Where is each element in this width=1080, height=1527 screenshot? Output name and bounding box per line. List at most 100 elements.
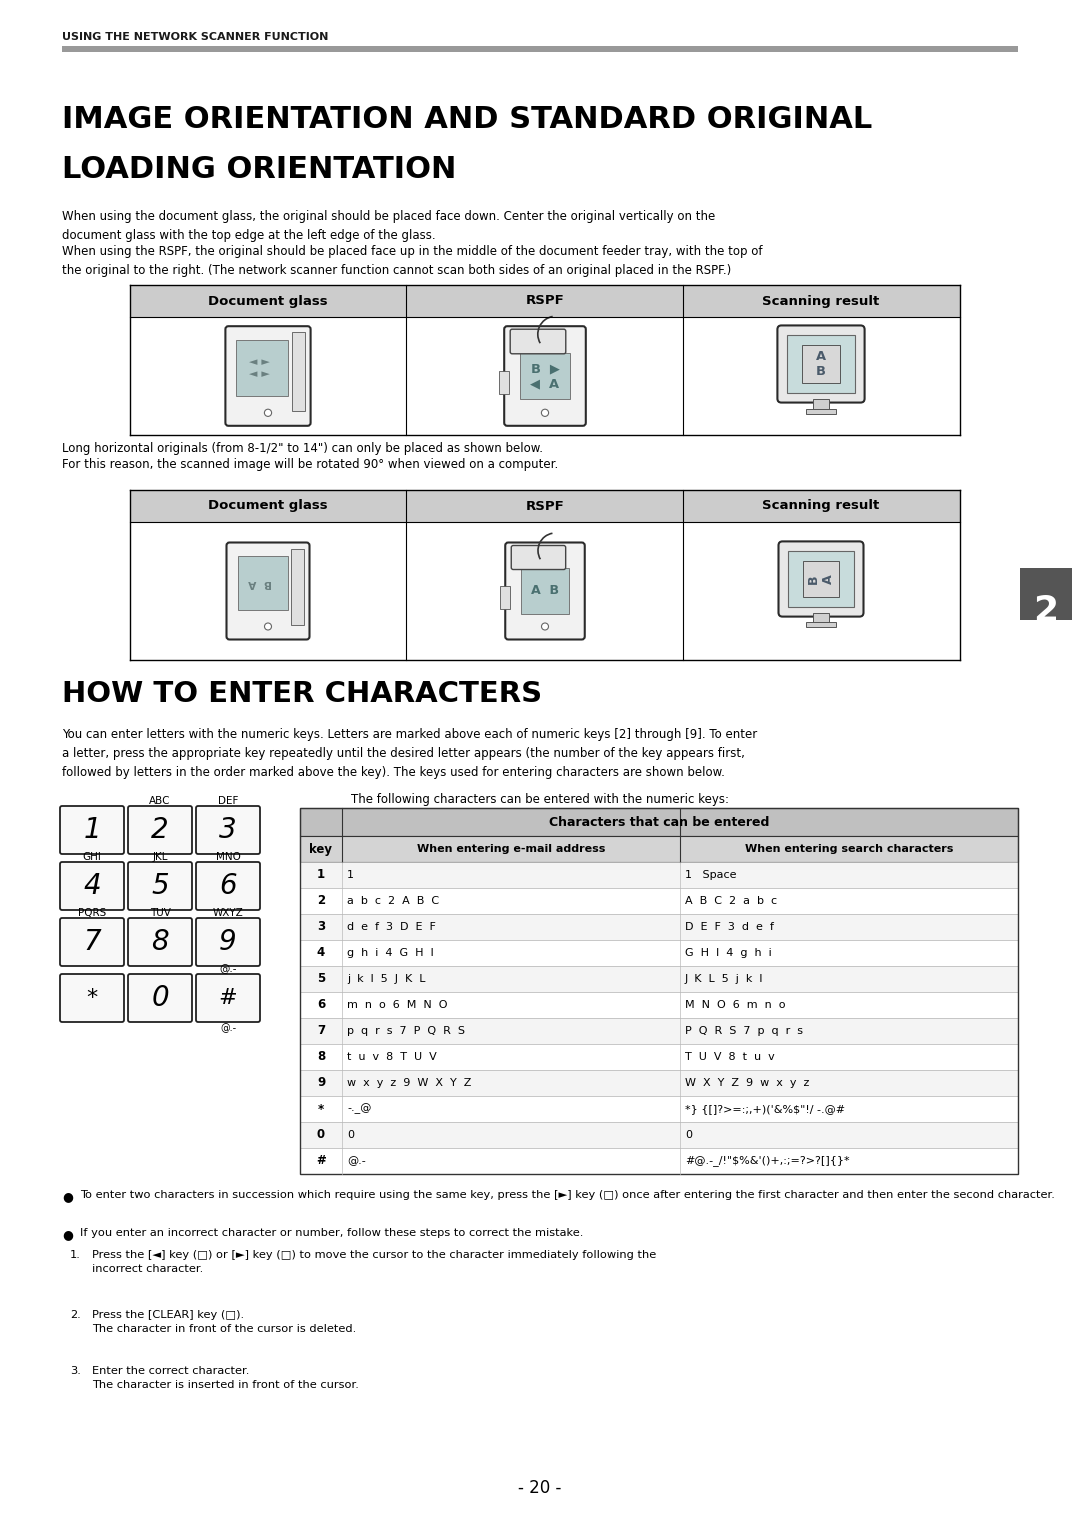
Text: Characters that can be entered: Characters that can be entered bbox=[549, 815, 769, 829]
Text: w  x  y  z  9  W  X  Y  Z: w x y z 9 W X Y Z bbox=[347, 1078, 471, 1089]
Text: *: * bbox=[86, 988, 97, 1008]
FancyBboxPatch shape bbox=[779, 542, 864, 617]
FancyBboxPatch shape bbox=[195, 974, 260, 1022]
Text: -._@: -._@ bbox=[347, 1104, 372, 1115]
Bar bbox=[62, 46, 1018, 52]
FancyBboxPatch shape bbox=[510, 330, 566, 354]
Text: Document glass: Document glass bbox=[208, 499, 328, 513]
Text: B  A: B A bbox=[247, 579, 272, 588]
Text: 3: 3 bbox=[219, 815, 237, 844]
Text: 8: 8 bbox=[316, 1051, 325, 1063]
Text: 1: 1 bbox=[347, 870, 354, 880]
Bar bbox=[300, 1122, 1018, 1148]
Bar bbox=[802, 345, 839, 383]
Text: 0: 0 bbox=[347, 1130, 354, 1141]
Text: 5: 5 bbox=[316, 973, 325, 985]
Text: J  K  L  5  j  k  l: J K L 5 j k l bbox=[685, 974, 764, 983]
FancyBboxPatch shape bbox=[511, 545, 566, 570]
Text: WXYZ: WXYZ bbox=[213, 909, 243, 918]
Text: p  q  r  s  7  P  Q  R  S: p q r s 7 P Q R S bbox=[347, 1026, 465, 1035]
FancyBboxPatch shape bbox=[129, 974, 192, 1022]
Text: 0: 0 bbox=[685, 1130, 692, 1141]
FancyBboxPatch shape bbox=[504, 327, 585, 426]
Text: TUV: TUV bbox=[149, 909, 171, 918]
Bar bbox=[238, 556, 288, 611]
Bar bbox=[300, 941, 1018, 967]
Bar bbox=[130, 490, 960, 522]
Circle shape bbox=[265, 409, 271, 417]
Bar bbox=[300, 1070, 1018, 1096]
Text: PQRS: PQRS bbox=[78, 909, 106, 918]
Text: Press the [◄] key (□) or [►] key (□) to move the cursor to the character immedia: Press the [◄] key (□) or [►] key (□) to … bbox=[92, 1251, 657, 1274]
Bar bbox=[300, 808, 1018, 835]
Text: @.-: @.- bbox=[220, 1023, 237, 1032]
Bar bbox=[237, 341, 288, 395]
Text: W  X  Y  Z  9  w  x  y  z: W X Y Z 9 w x y z bbox=[685, 1078, 809, 1089]
Bar bbox=[806, 409, 836, 414]
Text: d  e  f  3  D  E  F: d e f 3 D E F bbox=[347, 922, 436, 931]
Bar bbox=[300, 808, 1018, 1174]
Text: 1.: 1. bbox=[70, 1251, 81, 1260]
Text: 8: 8 bbox=[151, 928, 168, 956]
Text: #: # bbox=[218, 988, 238, 1008]
Text: D  E  F  3  d  e  f: D E F 3 d e f bbox=[685, 922, 774, 931]
Text: 4: 4 bbox=[83, 872, 100, 899]
Bar bbox=[300, 993, 1018, 1019]
Bar bbox=[522, 568, 569, 614]
Text: ABC: ABC bbox=[149, 796, 171, 806]
Text: B
A: B A bbox=[807, 574, 835, 583]
Text: a  b  c  2  A  B  C: a b c 2 A B C bbox=[347, 896, 440, 906]
Text: When entering search characters: When entering search characters bbox=[745, 844, 954, 854]
Text: JKL: JKL bbox=[152, 852, 167, 863]
Bar bbox=[499, 371, 509, 394]
Bar bbox=[291, 548, 303, 625]
FancyBboxPatch shape bbox=[226, 327, 311, 426]
Text: #: # bbox=[316, 1154, 326, 1168]
Text: MNO: MNO bbox=[216, 852, 241, 863]
Bar bbox=[807, 623, 836, 628]
Text: 0: 0 bbox=[316, 1128, 325, 1142]
Text: GHI: GHI bbox=[82, 852, 102, 863]
Text: m  n  o  6  M  N  O: m n o 6 M N O bbox=[347, 1000, 447, 1009]
Text: key: key bbox=[310, 843, 333, 855]
FancyBboxPatch shape bbox=[60, 806, 124, 854]
Text: When entering e-mail address: When entering e-mail address bbox=[417, 844, 605, 854]
Text: 7: 7 bbox=[83, 928, 100, 956]
FancyBboxPatch shape bbox=[129, 806, 192, 854]
Text: 2: 2 bbox=[316, 895, 325, 907]
Text: When using the RSPF, the original should be placed face up in the middle of the : When using the RSPF, the original should… bbox=[62, 244, 762, 276]
Text: USING THE NETWORK SCANNER FUNCTION: USING THE NETWORK SCANNER FUNCTION bbox=[62, 32, 328, 43]
Text: 2.: 2. bbox=[70, 1310, 81, 1319]
Bar bbox=[813, 612, 828, 623]
Text: Scanning result: Scanning result bbox=[762, 295, 879, 307]
FancyBboxPatch shape bbox=[60, 918, 124, 967]
Text: Press the [CLEAR] key (□).
The character in front of the cursor is deleted.: Press the [CLEAR] key (□). The character… bbox=[92, 1310, 356, 1335]
Text: M  N  O  6  m  n  o: M N O 6 m n o bbox=[685, 1000, 785, 1009]
Text: 4: 4 bbox=[316, 947, 325, 959]
Text: 6: 6 bbox=[219, 872, 237, 899]
Text: 3.: 3. bbox=[70, 1367, 81, 1376]
Text: *: * bbox=[318, 1102, 324, 1116]
FancyBboxPatch shape bbox=[195, 806, 260, 854]
FancyBboxPatch shape bbox=[129, 863, 192, 910]
Text: You can enter letters with the numeric keys. Letters are marked above each of nu: You can enter letters with the numeric k… bbox=[62, 728, 757, 779]
Text: 5: 5 bbox=[151, 872, 168, 899]
Text: 1: 1 bbox=[316, 869, 325, 881]
Text: #@.-_/!"$%&'()+,:;=?>?[]{}*: #@.-_/!"$%&'()+,:;=?>?[]{}* bbox=[685, 1156, 850, 1167]
Text: ●: ● bbox=[62, 1190, 72, 1203]
Bar bbox=[802, 560, 839, 597]
Text: P  Q  R  S  7  p  q  r  s: P Q R S 7 p q r s bbox=[685, 1026, 804, 1035]
Bar bbox=[500, 586, 510, 609]
Text: @.-: @.- bbox=[347, 1156, 366, 1167]
Text: G  H  I  4  g  h  i: G H I 4 g h i bbox=[685, 948, 772, 957]
FancyBboxPatch shape bbox=[129, 918, 192, 967]
Text: LOADING ORIENTATION: LOADING ORIENTATION bbox=[62, 156, 457, 183]
Text: 1: 1 bbox=[83, 815, 100, 844]
Text: If you enter an incorrect character or number, follow these steps to correct the: If you enter an incorrect character or n… bbox=[80, 1228, 583, 1238]
Text: HOW TO ENTER CHARACTERS: HOW TO ENTER CHARACTERS bbox=[62, 680, 542, 709]
Text: 6: 6 bbox=[316, 999, 325, 1011]
Text: RSPF: RSPF bbox=[526, 295, 565, 307]
Bar bbox=[130, 286, 960, 318]
Text: A  B: A B bbox=[531, 585, 559, 597]
Bar bbox=[300, 1044, 1018, 1070]
